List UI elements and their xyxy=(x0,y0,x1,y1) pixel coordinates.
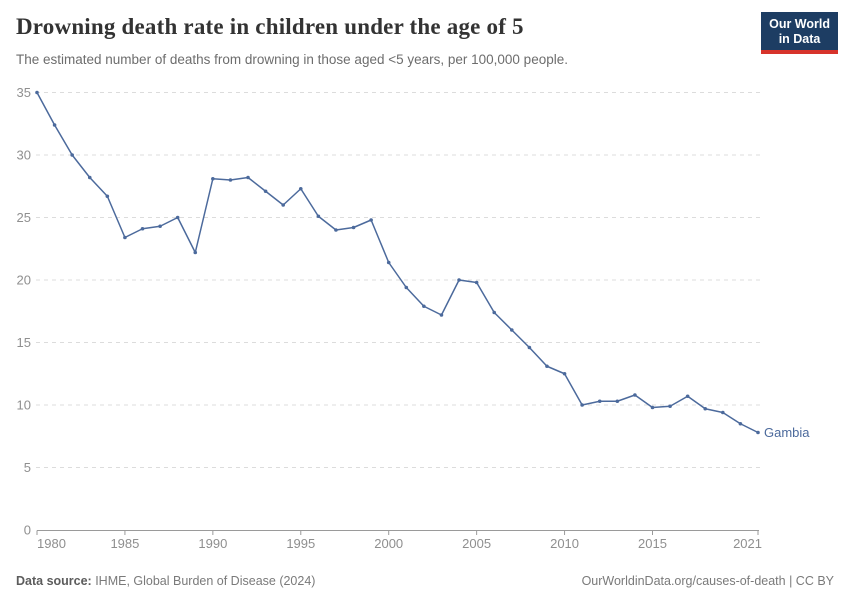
data-point-2008[interactable] xyxy=(527,345,532,350)
x-tick-label-2005: 2005 xyxy=(462,536,491,551)
data-point-2004[interactable] xyxy=(457,278,461,282)
y-tick-label-30: 30 xyxy=(17,148,31,163)
y-tick-label-25: 25 xyxy=(17,210,31,225)
chart-subtitle: The estimated number of deaths from drow… xyxy=(16,52,568,67)
data-point-1987[interactable] xyxy=(158,224,162,229)
chart-title: Drowning death rate in children under th… xyxy=(16,14,524,39)
x-tick-label-2021: 2021 xyxy=(733,536,762,551)
series-label-gambia[interactable]: Gambia xyxy=(764,425,810,440)
data-point-2001[interactable] xyxy=(404,285,409,290)
data-point-2014[interactable] xyxy=(633,393,637,397)
data-point-1980[interactable] xyxy=(35,90,39,95)
x-tick-label-2000: 2000 xyxy=(374,536,403,551)
data-point-1997[interactable] xyxy=(334,228,338,232)
data-source-text: IHME, Global Burden of Disease (2024) xyxy=(91,574,316,588)
data-point-1989[interactable] xyxy=(193,250,198,255)
owid-logo-line1: Our World xyxy=(769,17,830,31)
data-point-1981[interactable] xyxy=(52,123,57,127)
data-point-1988[interactable] xyxy=(175,215,180,220)
data-point-2006[interactable] xyxy=(492,310,497,315)
data-point-2003[interactable] xyxy=(439,313,444,317)
data-point-2019[interactable] xyxy=(721,410,725,415)
data-point-2010[interactable] xyxy=(562,371,567,376)
data-point-1993[interactable] xyxy=(263,189,268,194)
x-tick-label-1980: 1980 xyxy=(37,536,66,551)
data-point-1990[interactable] xyxy=(211,176,215,181)
y-tick-label-5: 5 xyxy=(24,460,31,475)
data-point-2018[interactable] xyxy=(703,406,708,411)
x-tick-label-2015: 2015 xyxy=(638,536,667,551)
owid-logo: Our World in Data xyxy=(761,12,838,54)
data-point-1986[interactable] xyxy=(140,226,145,231)
data-point-1983[interactable] xyxy=(87,175,92,180)
data-point-2016[interactable] xyxy=(668,404,672,409)
y-tick-label-15: 15 xyxy=(17,335,31,350)
y-tick-label-20: 20 xyxy=(17,273,31,288)
data-point-2021[interactable] xyxy=(756,430,760,435)
data-point-1999[interactable] xyxy=(369,218,373,222)
data-point-1984[interactable] xyxy=(105,194,110,199)
data-point-2000[interactable] xyxy=(386,260,391,265)
data-point-2012[interactable] xyxy=(597,399,602,404)
x-tick-label-1995: 1995 xyxy=(286,536,315,551)
data-point-1996[interactable] xyxy=(316,214,321,219)
x-tick-label-1985: 1985 xyxy=(110,536,139,551)
data-point-2013[interactable] xyxy=(615,399,620,404)
data-point-2007[interactable] xyxy=(510,328,514,332)
data-point-2015[interactable] xyxy=(650,405,655,410)
data-point-1998[interactable] xyxy=(351,225,356,230)
data-point-1982[interactable] xyxy=(70,153,74,157)
data-point-1985[interactable] xyxy=(123,235,127,240)
x-tick-label-1990: 1990 xyxy=(198,536,227,551)
data-point-2009[interactable] xyxy=(545,364,549,369)
data-point-2005[interactable] xyxy=(474,280,479,285)
data-point-1995[interactable] xyxy=(298,186,303,191)
y-tick-label-10: 10 xyxy=(17,398,31,413)
owid-logo-line2: in Data xyxy=(778,32,821,46)
data-source-note: Data source: IHME, Global Burden of Dise… xyxy=(16,574,315,588)
data-point-2011[interactable] xyxy=(580,403,584,407)
series-line-gambia[interactable] xyxy=(36,91,759,434)
y-tick-label-35: 35 xyxy=(17,85,31,100)
data-point-1994[interactable] xyxy=(281,203,285,207)
chart-footer: Data source: IHME, Global Burden of Dise… xyxy=(16,574,834,588)
data-point-1991[interactable] xyxy=(228,178,233,182)
data-point-1992[interactable] xyxy=(246,175,250,180)
data-source-label: Data source: xyxy=(16,574,92,588)
data-point-2020[interactable] xyxy=(738,421,743,426)
data-point-2017[interactable] xyxy=(685,394,690,399)
footer-link[interactable]: OurWorldinData.org/causes-of-death | CC … xyxy=(581,574,834,588)
x-tick-label-2010: 2010 xyxy=(550,536,579,551)
y-tick-label-0: 0 xyxy=(24,523,31,538)
data-point-2002[interactable] xyxy=(422,304,426,309)
